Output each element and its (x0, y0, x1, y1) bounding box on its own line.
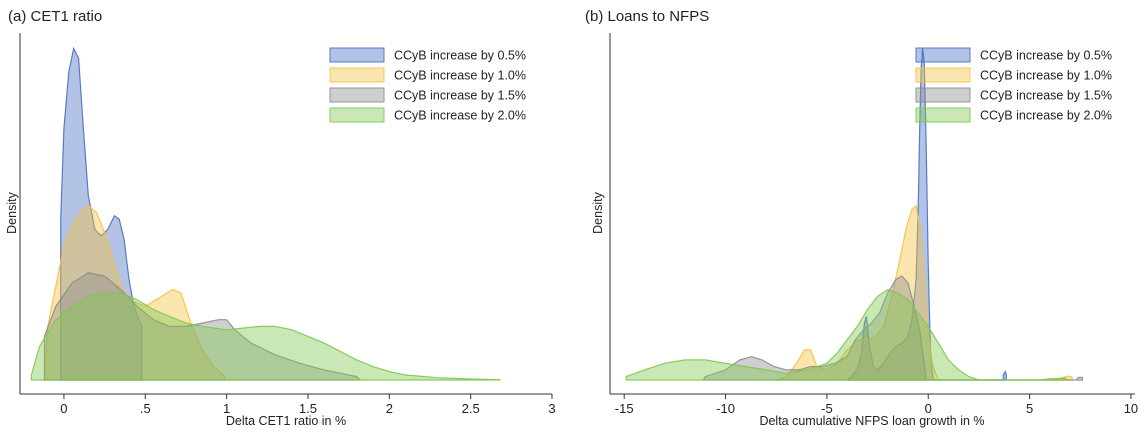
legend-label-0: CCyB increase by 0.5% (394, 49, 526, 63)
legend-label-2: CCyB increase by 1.5% (980, 89, 1112, 103)
panel-b-y-axis-label: Density (591, 191, 605, 233)
x-tick-label-2: -5 (821, 401, 833, 416)
x-tick-label-6: 3 (548, 401, 555, 416)
density-area-3 (625, 288, 1067, 381)
panel-a-legend: CCyB increase by 0.5% CCyB increase by 1.… (329, 47, 526, 123)
x-tick-label-5: 10 (1124, 401, 1138, 416)
panel-a-density-areas (30, 46, 501, 381)
panel-b-x-axis-label: Delta cumulative NFPS loan growth in % (759, 414, 984, 428)
legend-swatch-2 (915, 87, 971, 103)
density-area-3 (30, 292, 501, 381)
x-tick-label-0: 0 (60, 401, 67, 416)
x-tick-label-3: 0 (925, 401, 932, 416)
panel-a-title: (a) CET1 ratio (8, 8, 102, 25)
legend-label-1: CCyB increase by 1.0% (980, 69, 1112, 83)
panel-b-title: (b) Loans to NFPS (585, 8, 709, 25)
x-tick-label-1: -10 (716, 401, 735, 416)
x-tick-label-1: .5 (140, 401, 151, 416)
x-tick-label-0: -15 (615, 401, 634, 416)
legend-label-3: CCyB increase by 2.0% (394, 109, 526, 123)
x-tick-label-5: 2.5 (462, 401, 480, 416)
legend-label-0: CCyB increase by 0.5% (980, 49, 1112, 63)
legend-swatch-0 (329, 47, 385, 63)
legend-swatch-3 (915, 107, 971, 123)
panel-b-density-areas (625, 48, 1083, 381)
panel-a-x-axis-label: Delta CET1 ratio in % (226, 414, 346, 428)
legend-label-3: CCyB increase by 2.0% (980, 109, 1112, 123)
x-tick-label-2: 1 (223, 401, 230, 416)
panel-cet1-ratio: (a) CET1 ratio 0 .5 1 1.5 2 2.5 3 Delta CET1 r… (5, 8, 556, 428)
panel-a-x-ticks: 0 .5 1 1.5 2 2.5 3 (60, 394, 556, 416)
x-tick-label-4: 2 (386, 401, 393, 416)
legend-swatch-3 (329, 107, 385, 123)
x-tick-label-4: 5 (1026, 401, 1033, 416)
panel-b-x-ticks: -15 -10 -5 0 5 10 (615, 394, 1138, 416)
panel-b-legend: CCyB increase by 0.5% CCyB increase by 1.… (915, 47, 1112, 123)
legend-label-1: CCyB increase by 1.0% (394, 69, 526, 83)
legend-swatch-0 (915, 47, 971, 63)
panel-a-y-axis-label: Density (5, 191, 19, 233)
legend-swatch-2 (329, 87, 385, 103)
density-area-1 (43, 205, 226, 381)
legend-label-2: CCyB increase by 1.5% (394, 89, 526, 103)
panel-loans-nfps: (b) Loans to NFPS -15 -10 -5 0 5 10 Delta cum… (585, 8, 1138, 428)
x-tick-label-3: 1.5 (299, 401, 317, 416)
legend-swatch-1 (329, 67, 385, 83)
legend-swatch-1 (915, 67, 971, 83)
